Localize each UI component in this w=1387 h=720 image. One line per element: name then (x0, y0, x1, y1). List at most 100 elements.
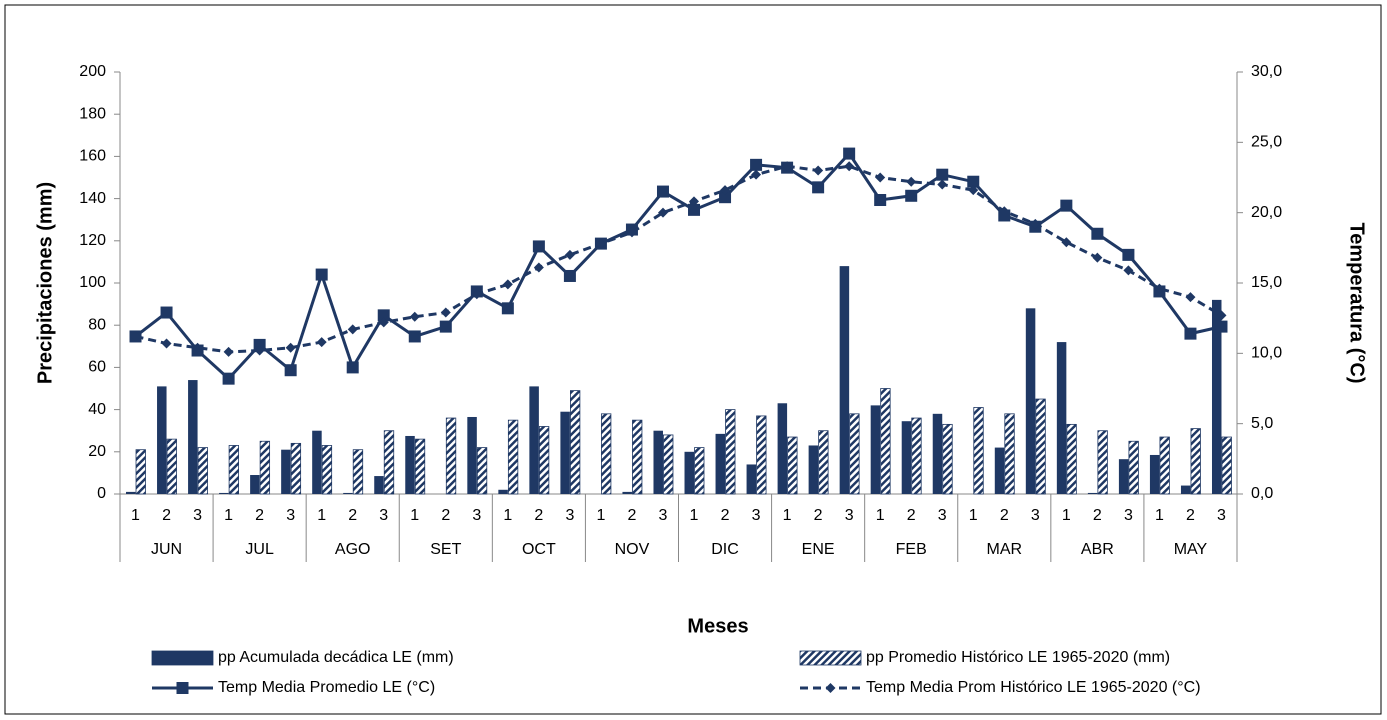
bar (1004, 413, 1015, 495)
line-marker (813, 165, 824, 176)
line-marker (1184, 327, 1197, 340)
x-tick-label: 3 (659, 507, 668, 524)
line-marker (378, 317, 389, 328)
bar (1056, 342, 1067, 494)
bar (1159, 436, 1170, 495)
group-label: DIC (711, 541, 739, 558)
x-tick-label: 1 (783, 507, 792, 524)
group-label: NOV (615, 541, 650, 558)
bar (321, 445, 333, 495)
bar (632, 419, 643, 495)
legend-label: Temp Media Prom Histórico LE 1965-2020 (… (866, 679, 1201, 696)
bar (725, 409, 736, 495)
line-marker (532, 240, 545, 253)
bar (290, 442, 302, 495)
group-label: MAR (987, 541, 1023, 558)
x-tick-label: 3 (193, 507, 202, 524)
group-label: ABR (1081, 541, 1114, 558)
line-marker (874, 194, 887, 207)
line-marker (720, 185, 731, 196)
legend-label: Temp Media Promedio LE (°C) (218, 679, 435, 696)
y-tick-label: 40 (88, 401, 106, 418)
bar (498, 489, 508, 494)
bar (839, 266, 850, 494)
bar (1066, 423, 1077, 495)
bar (1118, 459, 1129, 494)
x-tick-label: 3 (1124, 507, 1133, 524)
line-marker (1061, 237, 1072, 248)
bar (808, 445, 819, 494)
line-marker (501, 302, 514, 315)
y2-tick-label: 10,0 (1251, 345, 1282, 362)
line-marker (563, 269, 576, 282)
bar (570, 390, 581, 495)
x-tick-label: 1 (131, 507, 140, 524)
x-tick-label: 2 (534, 507, 543, 524)
line-marker (439, 320, 452, 333)
bar (157, 386, 167, 494)
x-tick-label: 2 (1000, 507, 1009, 524)
x-tick-label: 1 (969, 507, 978, 524)
bar (994, 447, 1005, 494)
bar (529, 386, 539, 494)
bar (663, 434, 674, 495)
line-marker (223, 346, 234, 357)
y-tick-label: 180 (79, 105, 106, 122)
line-marker (1092, 252, 1103, 263)
bar (870, 405, 881, 494)
bar (746, 464, 757, 494)
group-label: OCT (522, 541, 556, 558)
x-tick-label: 3 (472, 507, 481, 524)
line-marker (657, 207, 668, 218)
line-marker (937, 179, 948, 190)
group-label: JUN (151, 541, 182, 558)
line-marker (471, 289, 482, 300)
line-marker (502, 279, 513, 290)
line-marker (688, 203, 701, 216)
line-marker (222, 372, 235, 385)
line (135, 164, 1223, 354)
x-tick-label: 1 (876, 507, 885, 524)
x-tick-label: 3 (379, 507, 388, 524)
line-marker (719, 191, 732, 204)
line-marker (936, 168, 949, 181)
x-tick-label: 1 (690, 507, 699, 524)
bar (467, 416, 477, 494)
x-tick-label: 2 (348, 507, 357, 524)
line-marker (347, 324, 358, 335)
bar (135, 449, 146, 495)
bar (1087, 492, 1098, 494)
x-tick-label: 1 (596, 507, 605, 524)
line-marker (254, 345, 265, 356)
bar (1035, 398, 1046, 495)
y2-axis-title: Temperatura (°C) (1346, 223, 1368, 384)
y2-tick-label: 20,0 (1251, 204, 1282, 221)
x-tick-label: 1 (224, 507, 233, 524)
bar (250, 475, 260, 494)
bar (352, 449, 364, 495)
line-marker (285, 342, 296, 353)
x-tick-label: 2 (1186, 507, 1195, 524)
y-axis-title: Precipitaciones (mm) (34, 182, 56, 384)
x-tick-label: 2 (162, 507, 171, 524)
bar (1025, 308, 1036, 494)
line-marker (875, 172, 886, 183)
bar (228, 445, 239, 495)
bar (219, 492, 229, 494)
line-marker (409, 311, 420, 322)
y-tick-label: 0 (97, 485, 106, 502)
y-tick-label: 100 (79, 274, 106, 291)
bar (188, 380, 198, 494)
line-marker (812, 181, 825, 194)
bar (374, 476, 384, 494)
bar (622, 491, 632, 494)
bar (1221, 436, 1232, 495)
line-marker (782, 161, 793, 172)
bar (507, 419, 519, 495)
legend-swatch (799, 650, 862, 666)
line-marker (595, 238, 606, 249)
legend-label: pp Promedio Histórico LE 1965-2020 (mm) (866, 649, 1170, 666)
line-marker (750, 158, 763, 171)
line-marker (999, 206, 1010, 217)
